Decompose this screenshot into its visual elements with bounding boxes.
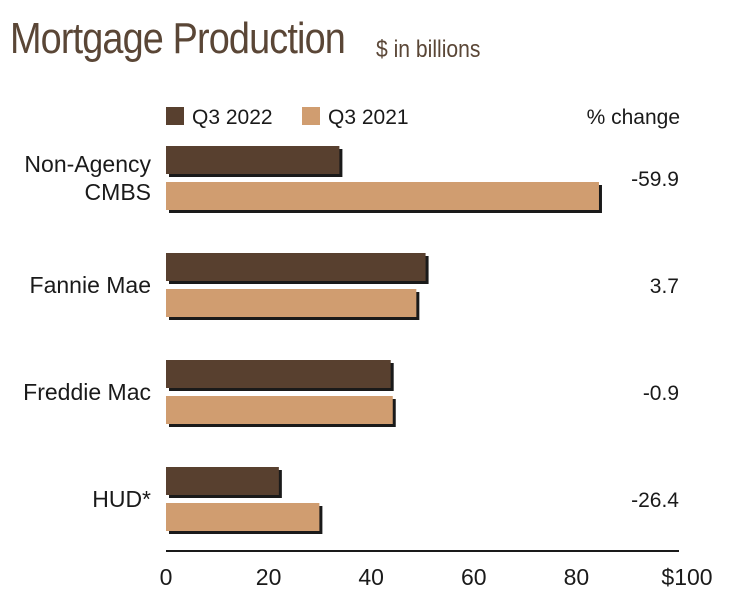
bar-3-1 [166,503,320,531]
x-tick-label-3: 60 [461,564,487,590]
pct-change-3: -26.4 [631,489,679,512]
pct-change-0: -59.9 [631,168,679,191]
bar-2-0 [166,360,391,388]
bar-1-1 [166,289,417,317]
x-tick-label-4: 80 [564,564,590,590]
x-tick-label-0: 0 [160,564,173,590]
chart-title: Mortgage Production [10,14,346,63]
bars [166,146,602,534]
bar-1-0 [166,253,426,281]
pct-change-header: % change [587,106,680,129]
bar-3-0 [166,467,279,495]
category-label-0-0: Non-Agency [24,151,151,177]
x-tick-label-5: $100 [661,564,712,590]
legend-label-0: Q3 2022 [192,106,273,129]
legend-swatch-0 [166,107,184,125]
chart-title-block: Mortgage Production [10,14,399,64]
bar-2-1 [166,396,393,424]
pct-change-labels: -59.9 3.7 -0.9 -26.4 [631,168,679,512]
x-axis: 0 20 40 60 80 $100 [160,550,713,590]
legend: Q3 2022 Q3 2021 % change [166,106,680,129]
legend-swatch-1 [302,107,320,125]
category-label-2-0: Freddie Mac [23,379,151,405]
category-label-0-1: CMBS [85,179,151,205]
legend-label-1: Q3 2021 [328,106,409,129]
bar-0-0 [166,146,340,174]
x-tick-label-1: 20 [256,564,282,590]
category-label-1-0: Fannie Mae [30,272,151,298]
chart-subtitle: $ in billions [376,36,481,63]
bar-0-1 [166,182,599,210]
category-label-3-0: HUD* [92,486,151,512]
pct-change-1: 3.7 [650,275,679,298]
pct-change-2: -0.9 [643,382,679,405]
x-tick-label-2: 40 [358,564,384,590]
